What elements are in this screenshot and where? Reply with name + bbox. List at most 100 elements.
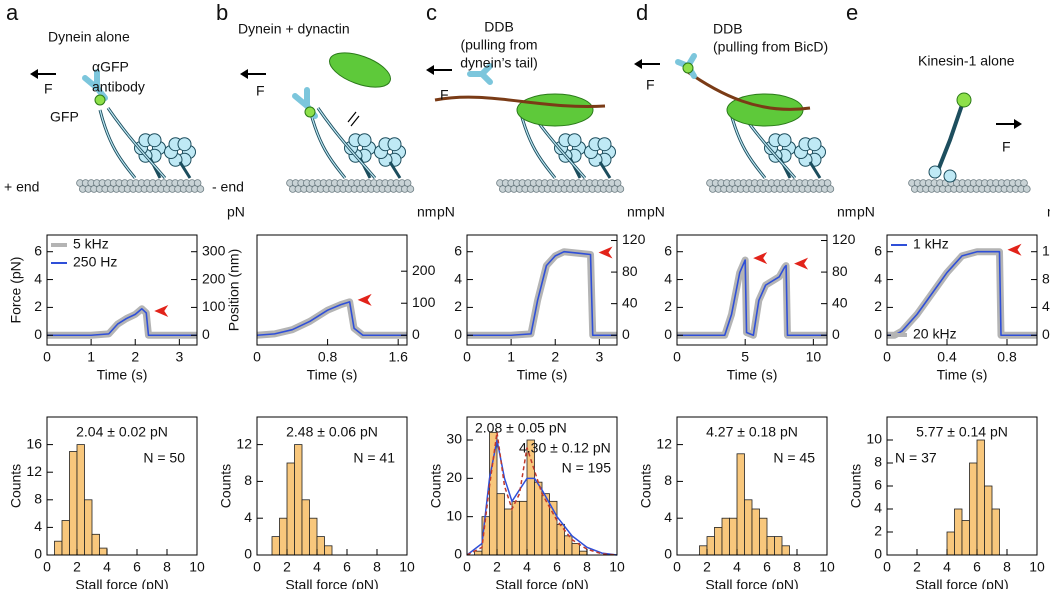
axis-unit: nm [1047,204,1050,220]
motor-ring [147,133,162,148]
trace [256,301,407,337]
panel-letter: e [846,0,858,25]
motor-ring [597,137,612,152]
annotation: N = 50 [143,450,185,466]
x-tick-label: 2 [703,559,711,575]
motor-ring [357,133,372,148]
bar [511,500,520,556]
cartoon-label: αGFP [92,59,129,75]
x-tick-label: 6 [763,559,771,575]
force-label: F [646,77,655,93]
stall-arrow [154,304,169,317]
bar [736,453,745,556]
bar [271,536,280,556]
y-tick-label: 0 [1042,326,1050,342]
bar [519,500,528,556]
y-tick-label: 200 [412,262,436,278]
trace [256,298,407,339]
bar [984,485,993,556]
x-axis-label: Stall force (pN) [705,577,798,589]
x-axis-label: Time (s) [937,367,988,383]
annotation: 2.48 ± 0.06 pN [286,424,378,440]
x-tick-label: 10 [609,559,625,575]
bar [729,517,738,556]
x-tick-label: 3 [175,349,183,365]
plot-frame [46,234,198,346]
y-axis-label: Counts [638,464,654,508]
y-tick-label: 80 [622,263,638,279]
force-arrowhead [426,65,434,75]
fit-curve [466,432,618,556]
plot-frame [886,234,1038,346]
y-tick-label: 0 [622,326,630,342]
x-tick-label: 0 [883,349,891,365]
y-tick-label: 100 [202,298,226,314]
x-tick-label: 5 [741,349,749,365]
x-axis-label: Stall force (pN) [495,577,588,589]
y-tick-label: 4 [874,270,882,286]
force-label: F [256,83,265,99]
y-tick-label: 12 [236,435,252,451]
x-tick-label: 0 [463,559,471,575]
trace [887,250,1037,337]
y-tick-label: 4 [874,500,882,516]
y-tick-label: 0 [832,326,840,342]
antibody [467,63,493,85]
microtubule-subunit [196,185,205,193]
microtubule-subunit [613,179,622,187]
gfp [304,106,316,118]
legend-label: 250 Hz [73,254,117,270]
x-tick-label: 6 [343,559,351,575]
x-tick-label: 0 [673,559,681,575]
bicd [684,68,811,111]
x-tick-label: 8 [163,559,171,575]
y-tick-label: 12 [656,435,672,451]
x-tick-label: 0.8 [997,349,1017,365]
bar [751,508,760,556]
y-tick-label: 0 [664,546,672,562]
x-tick-label: 0.4 [937,349,957,365]
bar [954,508,963,556]
bar [526,439,535,556]
y-tick-label: 12 [26,463,42,479]
x-tick-label: 2 [913,559,921,575]
x-tick-label: 3 [595,349,603,365]
bar [286,462,295,556]
bar [781,545,790,556]
x-tick-label: 0 [43,349,51,365]
microtubule-subunit [826,185,835,193]
panel-title: (pulling from [460,37,537,53]
annotation: 5.77 ± 0.14 pN [916,424,1008,440]
cartoon-label: GFP [50,109,79,125]
y-tick-label: 40 [622,294,638,310]
x-tick-label: 2 [73,559,81,575]
panel-title: DDB [484,19,514,35]
microtubule-subunit [193,179,202,187]
trace [467,248,617,339]
panel-letter: a [6,0,19,25]
y-tick-label: 30 [446,431,462,447]
dynactin [516,93,594,127]
y-tick-label: 10 [866,431,882,447]
y-tick-label: 0 [202,326,210,342]
x-tick-label: 2 [283,559,291,575]
gfp [682,62,694,74]
axis-unit: pN [437,204,455,220]
y-axis-label: Position (nm) [226,249,242,331]
legend-label: 5 kHz [73,236,109,252]
y-tick-label: 40 [1042,298,1050,314]
y-tick-label: 20 [446,469,462,485]
gfp [956,92,972,108]
stall-arrow [753,252,768,265]
annotation: 2.04 ± 0.02 pN [76,424,168,440]
bar [99,547,108,556]
cartoon-label: - end [212,179,244,195]
plot-frame [256,234,408,346]
axis-unit: pN [227,204,245,220]
trace [677,256,827,339]
y-tick-label: 0 [244,546,252,562]
bar [294,444,303,556]
y-tick-label: 6 [874,477,882,493]
x-tick-label: 8 [793,559,801,575]
y-tick-label: 8 [664,472,672,488]
